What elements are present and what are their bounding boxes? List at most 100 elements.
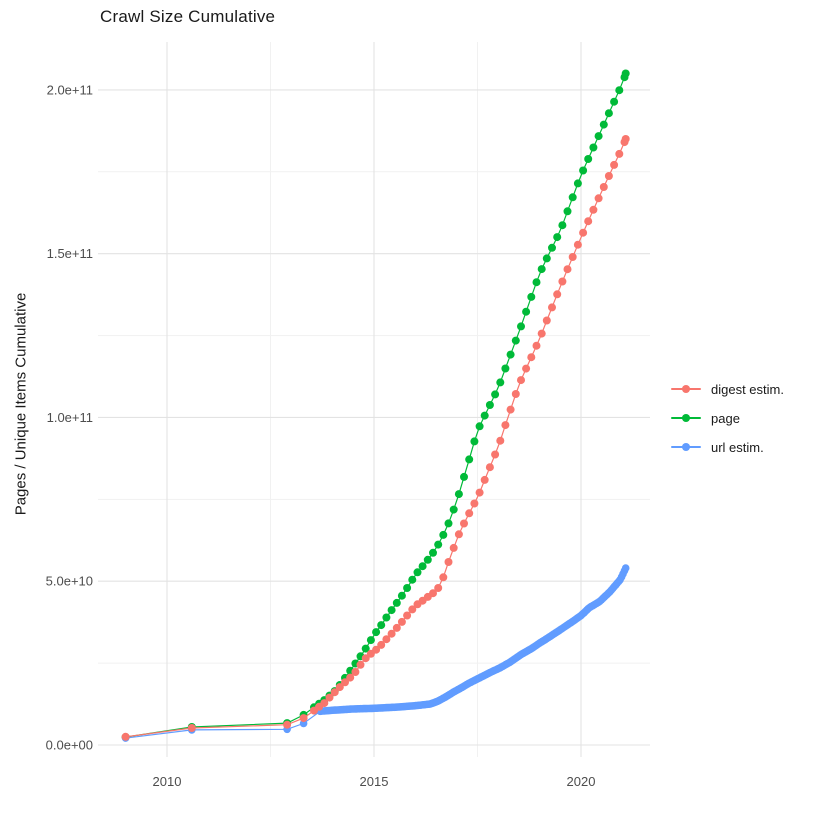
data-point <box>480 411 489 420</box>
legend-item-digest: digest estim. <box>671 379 784 399</box>
data-point <box>599 183 608 191</box>
data-point <box>408 605 417 614</box>
data-point <box>568 253 577 261</box>
data-point <box>485 401 494 409</box>
data-point <box>475 488 484 497</box>
legend-key-url-icon <box>671 437 701 457</box>
data-point <box>341 678 349 687</box>
data-point <box>460 472 468 481</box>
legend: digest estim. page url estim. <box>671 379 784 457</box>
data-point <box>382 635 391 644</box>
data-point <box>465 509 474 518</box>
data-point <box>439 573 448 582</box>
data-point <box>444 558 453 566</box>
data-point <box>563 207 572 216</box>
data-point <box>537 265 546 274</box>
data-point <box>382 613 391 622</box>
data-point <box>615 86 624 95</box>
data-point <box>604 109 613 118</box>
data-point <box>429 589 437 598</box>
x-tick-label: 2015 <box>360 774 389 789</box>
y-tick-label: 5.0e+10 <box>46 574 93 589</box>
data-point <box>610 160 619 169</box>
data-point <box>522 307 531 316</box>
data-point <box>548 243 556 252</box>
data-point <box>470 499 479 508</box>
data-point <box>532 341 541 350</box>
data-point <box>594 194 603 203</box>
data-point <box>434 584 443 592</box>
data-point <box>604 172 613 180</box>
data-point <box>542 254 551 263</box>
data-point <box>496 436 505 445</box>
data-point <box>584 217 593 226</box>
data-point <box>573 179 582 188</box>
data-point <box>621 564 630 572</box>
y-tick-label: 0.0e+00 <box>46 738 93 753</box>
data-point <box>299 714 308 723</box>
data-point <box>356 660 365 669</box>
data-point <box>465 455 474 464</box>
data-point <box>599 120 608 129</box>
data-point <box>434 540 443 549</box>
data-point <box>460 519 468 528</box>
x-tick-label: 2020 <box>567 774 596 789</box>
data-point <box>615 149 624 158</box>
data-point <box>501 421 510 430</box>
data-point <box>392 623 401 632</box>
chart-title: Crawl Size Cumulative <box>100 7 276 26</box>
data-point <box>372 628 381 637</box>
data-point <box>449 505 458 514</box>
data-point <box>330 688 339 697</box>
data-point <box>501 364 510 373</box>
data-point <box>366 636 375 645</box>
data-point <box>361 644 370 653</box>
data-point <box>558 277 567 286</box>
data-point <box>517 322 525 331</box>
data-point <box>418 562 427 571</box>
data-point <box>542 316 551 325</box>
legend-item-page: page <box>671 408 784 428</box>
y-tick-label: 2.0e+11 <box>47 82 93 97</box>
data-point <box>527 292 536 301</box>
data-point <box>579 166 588 175</box>
legend-label-url: url estim. <box>711 439 764 455</box>
data-point <box>573 240 582 249</box>
data-point <box>121 732 130 741</box>
data-point <box>511 390 520 398</box>
data-point <box>397 617 406 626</box>
legend-key-page-icon <box>671 408 701 428</box>
data-point <box>579 228 588 237</box>
legend-label-page: page <box>711 410 740 426</box>
data-point <box>511 336 520 345</box>
data-point <box>491 390 500 399</box>
data-point <box>589 143 598 152</box>
data-point <box>527 353 536 362</box>
data-point <box>403 584 412 592</box>
data-point <box>480 475 489 484</box>
data-point <box>325 693 334 702</box>
data-point <box>475 422 484 431</box>
data-point <box>621 69 630 78</box>
legend-label-digest: digest estim. <box>711 381 784 397</box>
data-point <box>392 598 401 607</box>
data-point <box>387 606 396 615</box>
data-point <box>449 543 458 552</box>
data-point <box>187 724 196 732</box>
data-point <box>553 233 562 242</box>
data-point <box>610 97 619 106</box>
data-point <box>548 303 556 312</box>
data-point <box>372 645 381 654</box>
data-point <box>408 575 417 584</box>
data-point <box>444 519 453 528</box>
data-point <box>563 265 572 274</box>
legend-item-url: url estim. <box>671 437 784 457</box>
data-point <box>506 350 515 359</box>
data-point <box>454 490 463 499</box>
data-point <box>553 290 562 299</box>
data-point <box>517 376 525 385</box>
data-point <box>429 548 437 557</box>
data-point <box>377 621 386 630</box>
data-point <box>522 364 531 373</box>
